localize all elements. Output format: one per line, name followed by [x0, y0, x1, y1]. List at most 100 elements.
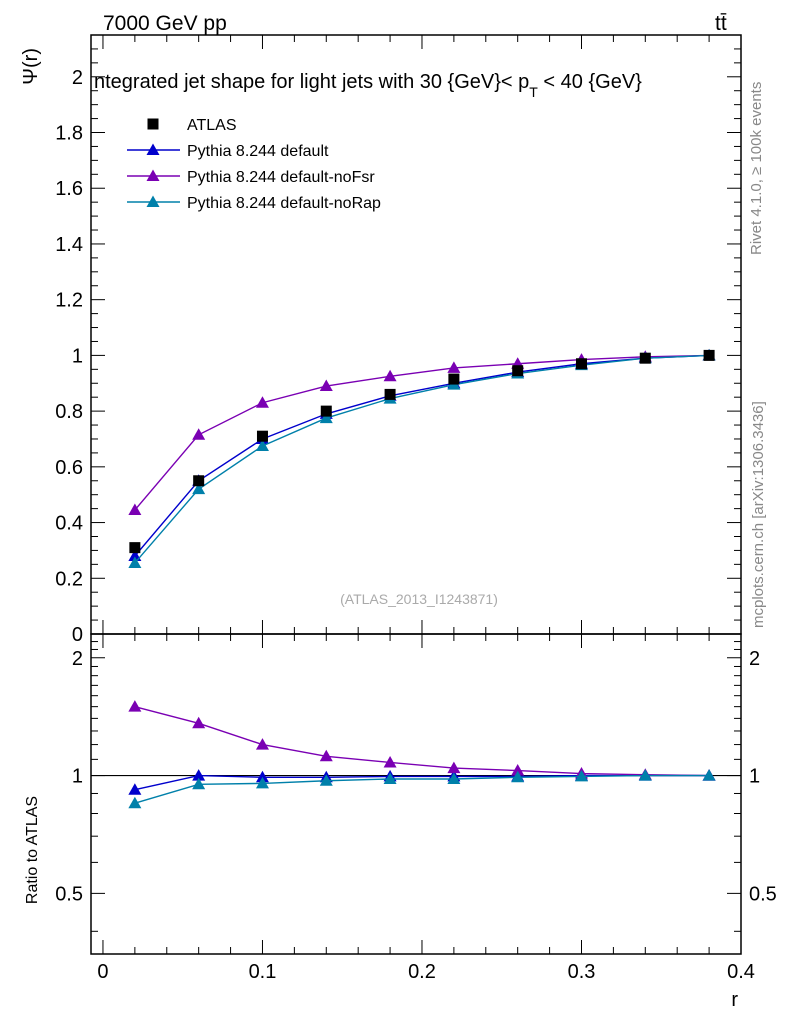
ratio-tick-label-right: 1 — [749, 766, 760, 788]
title-tail: < 40 {GeV} — [538, 71, 642, 93]
plot-title: ntegrated jet shape for light jets with … — [94, 71, 642, 100]
data-point-atlas — [703, 349, 715, 361]
y-tick-label: 1 — [72, 345, 83, 367]
header-left: 7000 GeV pp — [103, 12, 227, 35]
y-tick-label: 1.6 — [55, 178, 83, 200]
ratio-point-pythia-8-244-default-nofsr — [255, 738, 269, 750]
ratio-tick-label-right: 2 — [749, 648, 760, 670]
ratio-point-pythia-8-244-default-norap — [128, 796, 142, 809]
y-tick-label: 0 — [72, 624, 83, 646]
data-point-pythia-8-244-default-norap — [255, 439, 269, 451]
series-line-pythia-8-244-default-nofsr — [134, 354, 710, 511]
main-y-ticks: 0 0.2 0.4 0.6 0.8 1 1.2 1.4 1.6 1.8 2 — [55, 48, 741, 646]
x-tick-label: 0 — [97, 961, 108, 983]
ratio-point-pythia-8-244-default-norap — [255, 776, 269, 789]
y-tick-label: 2 — [72, 67, 83, 89]
y-tick-label: 0.2 — [55, 568, 83, 590]
ratio-point-pythia-8-244-default-norap — [574, 769, 588, 782]
y-tick-label: 1.4 — [55, 234, 83, 256]
series-line-pythia-8-244-default — [134, 354, 710, 557]
data-point-pythia-8-244-default-nofsr — [319, 379, 333, 392]
ratio-point-pythia-8-244-default — [128, 783, 142, 795]
ratio-line-pythia-8-244-default-norap — [134, 774, 710, 804]
ratio-point-pythia-8-244-default-nofsr — [192, 716, 206, 729]
y-axis-label: Ψ(r) — [20, 48, 42, 85]
ratio-y-label: Ratio to ATLAS — [24, 796, 41, 904]
ratio-line-pythia-8-244-default — [134, 774, 710, 791]
data-point-pythia-8-244-default-nofsr — [192, 428, 206, 440]
ratio-point-pythia-8-244-default-nofsr — [319, 749, 333, 762]
x-tick-label: 0.1 — [249, 961, 277, 983]
ratio-tick-label: 1 — [72, 766, 83, 788]
data-point-atlas — [320, 405, 332, 417]
mcplots-label: mcplots.cern.ch [arXiv:1306.3436] — [750, 401, 767, 628]
data-point-pythia-8-244-default-nofsr — [383, 369, 397, 382]
y-tick-label: 0.8 — [55, 401, 83, 423]
ratio-y-ticks: 0.5 0.5 1 1 2 2 — [55, 641, 777, 932]
ratio-point-pythia-8-244-default-norap — [319, 774, 333, 786]
x-tick-label: 0.2 — [408, 961, 436, 983]
ratio-point-pythia-8-244-default-nofsr — [383, 755, 397, 768]
main-plot: 0 0.2 0.4 0.6 0.8 1 1.2 1.4 1.6 1.8 2 (ATLAS_2013_… — [55, 34, 742, 646]
analysis-watermark: (ATLAS_2013_I1243871) — [340, 591, 498, 607]
data-point-atlas — [512, 365, 524, 377]
ratio-point-pythia-8-244-default-norap — [383, 772, 397, 784]
rivet-label: Rivet 4.1.0, ≥ 100k events — [748, 82, 765, 255]
ratio-point-pythia-8-244-default — [255, 770, 269, 783]
legend-label-atlas: ATLAS — [187, 117, 237, 134]
legend-label-pythia-8-244-default-nofsr: Pythia 8.244 default-noFsr — [187, 169, 375, 186]
x-tick-label: 0.4 — [727, 961, 755, 983]
ratio-point-pythia-8-244-default-nofsr — [447, 761, 461, 774]
header-right: tt̄ — [715, 12, 727, 35]
data-point-atlas — [193, 475, 205, 487]
y-tick-label: 1.8 — [55, 123, 83, 145]
data-point-pythia-8-244-default-norap — [192, 482, 206, 495]
y-tick-label: 0.4 — [55, 513, 83, 535]
data-point-atlas — [448, 373, 460, 385]
ratio-frame — [90, 633, 742, 955]
data-point-pythia-8-244-default-nofsr — [128, 503, 142, 516]
x-axis-label: r — [731, 989, 738, 1011]
main-series — [128, 348, 716, 568]
data-point-atlas — [256, 430, 268, 442]
title-main: ntegrated jet shape for light jets with … — [94, 71, 529, 93]
y-tick-label: 0.6 — [55, 457, 83, 479]
legend: ATLAS Pythia 8.244 default Pythia 8.244 de… — [127, 117, 381, 212]
legend-marker-pythia-8-244-default-norap — [146, 195, 160, 207]
ratio-tick-label: 0.5 — [55, 883, 83, 905]
ratio-series — [128, 700, 716, 809]
legend-marker-pythia-8-244-default — [146, 143, 160, 155]
data-point-pythia-8-244-default-norap — [319, 411, 333, 424]
data-point-pythia-8-244-default-nofsr — [447, 361, 461, 373]
title-sub: T — [529, 84, 538, 100]
ratio-point-pythia-8-244-default — [192, 769, 206, 781]
legend-marker-pythia-8-244-default-nofsr — [146, 169, 160, 181]
legend-marker-atlas — [147, 118, 159, 130]
ratio-point-pythia-8-244-default-norap — [447, 772, 461, 784]
ratio-point-pythia-8-244-default-norap — [511, 770, 525, 783]
ratio-line-pythia-8-244-default-nofsr — [134, 705, 710, 777]
data-point-atlas — [384, 388, 396, 400]
data-point-pythia-8-244-default — [128, 549, 142, 561]
ratio-tick-label-right: 0.5 — [749, 883, 777, 905]
ratio-plot: 0.5 0.5 1 1 2 2 — [55, 633, 777, 955]
legend-label-pythia-8-244-default-norap: Pythia 8.244 default-noRap — [187, 195, 381, 212]
x-tick-label: 0.3 — [568, 961, 596, 983]
main-x-ticks — [102, 35, 742, 634]
ratio-point-pythia-8-244-default-norap — [702, 769, 716, 781]
ratio-point-pythia-8-244-default-norap — [192, 777, 206, 790]
ratio-point-pythia-8-244-default-nofsr — [128, 700, 142, 712]
legend-label-pythia-8-244-default: Pythia 8.244 default — [187, 143, 329, 160]
ratio-point-pythia-8-244-default-nofsr — [511, 764, 525, 776]
ratio-tick-label: 2 — [72, 648, 83, 670]
data-point-pythia-8-244-default-norap — [128, 556, 142, 568]
series-line-pythia-8-244-default-norap — [134, 354, 710, 564]
x-tick-labels: 0 0.1 0.2 0.3 0.4 — [97, 961, 755, 983]
data-point-pythia-8-244-default-nofsr — [255, 396, 269, 408]
data-point-atlas — [639, 352, 651, 364]
data-point-atlas — [129, 542, 141, 554]
data-point-atlas — [575, 358, 587, 370]
ratio-point-pythia-8-244-default-norap — [638, 769, 652, 781]
ratio-x-ticks — [102, 634, 742, 954]
